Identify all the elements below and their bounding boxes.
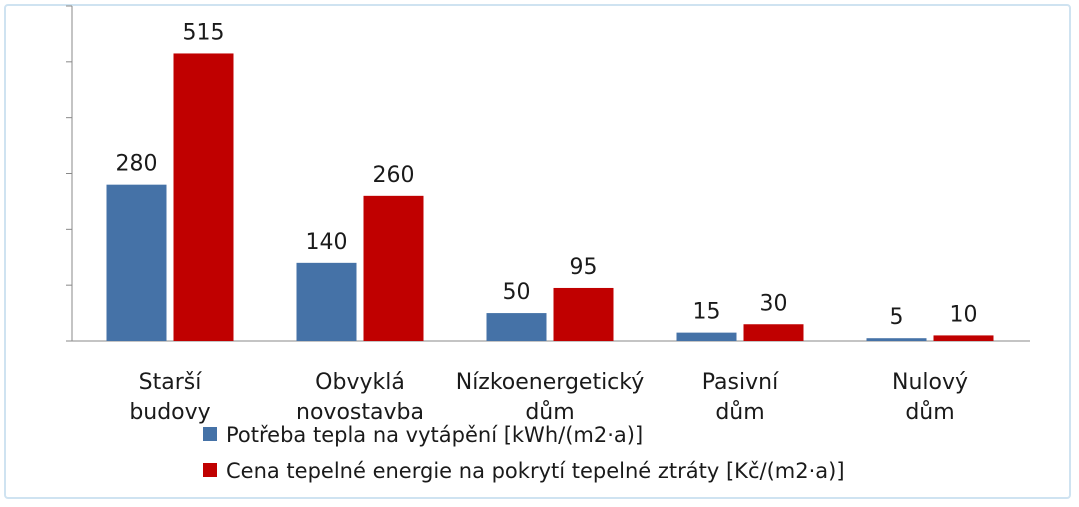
bar-1 <box>866 338 927 341</box>
bar-2 <box>553 287 614 341</box>
data-label: 15 <box>693 300 721 325</box>
data-label: 5 <box>890 305 904 330</box>
x-tick-label: dům <box>905 400 954 425</box>
bar-2 <box>743 324 804 341</box>
bar-1 <box>676 332 737 341</box>
data-label: 280 <box>116 152 158 177</box>
bar-1 <box>106 184 167 341</box>
bar-1 <box>296 262 357 341</box>
x-tick-label: dům <box>525 400 574 425</box>
data-label: 95 <box>570 255 598 280</box>
data-label: 30 <box>760 291 788 316</box>
x-tick-label: novostavba <box>296 400 424 425</box>
data-label: 260 <box>373 163 415 188</box>
x-tick-label: Nízkoenergetický <box>456 370 645 395</box>
data-label: 50 <box>503 280 531 305</box>
x-tick-label: Pasivní <box>702 370 779 395</box>
bar-1 <box>486 313 547 341</box>
x-tick-label: Nulový <box>892 370 968 395</box>
legend-swatch <box>203 463 217 477</box>
data-label: 515 <box>183 20 225 45</box>
data-label: 140 <box>306 230 348 255</box>
bar-2 <box>363 195 424 341</box>
legend-swatch <box>203 427 217 441</box>
x-tick-label: budovy <box>129 400 210 425</box>
bar-2 <box>173 53 234 341</box>
x-tick-label: dům <box>715 400 764 425</box>
x-tick-label: Starší <box>139 370 203 395</box>
legend-label: Potřeba tepla na vytápění [kWh/(m2·a)] <box>226 423 643 447</box>
legend-label: Cena tepelné energie na pokrytí tepelné … <box>226 459 845 483</box>
bar-2 <box>933 335 994 341</box>
x-tick-label: Obvyklá <box>315 370 405 395</box>
data-label: 10 <box>950 302 978 327</box>
